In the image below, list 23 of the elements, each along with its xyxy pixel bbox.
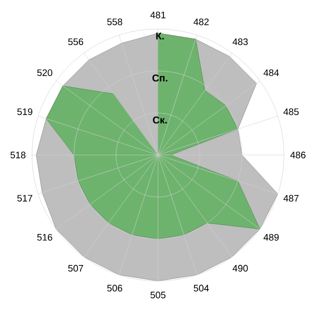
- y-tick-label: Сп.: [152, 74, 168, 82]
- y-tick-label: К.: [156, 32, 164, 40]
- spoke-label: 505: [150, 292, 166, 298]
- spoke-label: 485: [283, 108, 299, 116]
- spoke-label: 558: [107, 18, 122, 26]
- spoke-label: 506: [107, 284, 122, 292]
- spoke-label: 516: [37, 234, 52, 241]
- y-tick-label: Ск.: [152, 116, 167, 124]
- spoke-label: 519: [17, 108, 32, 116]
- spoke-label: 490: [232, 264, 248, 272]
- spoke-label: 483: [232, 38, 248, 46]
- spoke-label: 504: [194, 284, 209, 292]
- spoke-label: 484: [264, 69, 279, 76]
- spoke-label: 517: [17, 194, 32, 202]
- spoke-label: 481: [150, 12, 166, 18]
- spoke-label: 556: [68, 38, 84, 46]
- spoke-label: 507: [68, 264, 84, 272]
- spoke-label: 486: [290, 152, 306, 158]
- spoke-label: 489: [264, 234, 279, 241]
- spoke-label: 487: [283, 194, 299, 202]
- spoke-label: 520: [37, 69, 52, 76]
- spoke-label: 518: [10, 152, 26, 158]
- spoke-label: 482: [194, 18, 209, 26]
